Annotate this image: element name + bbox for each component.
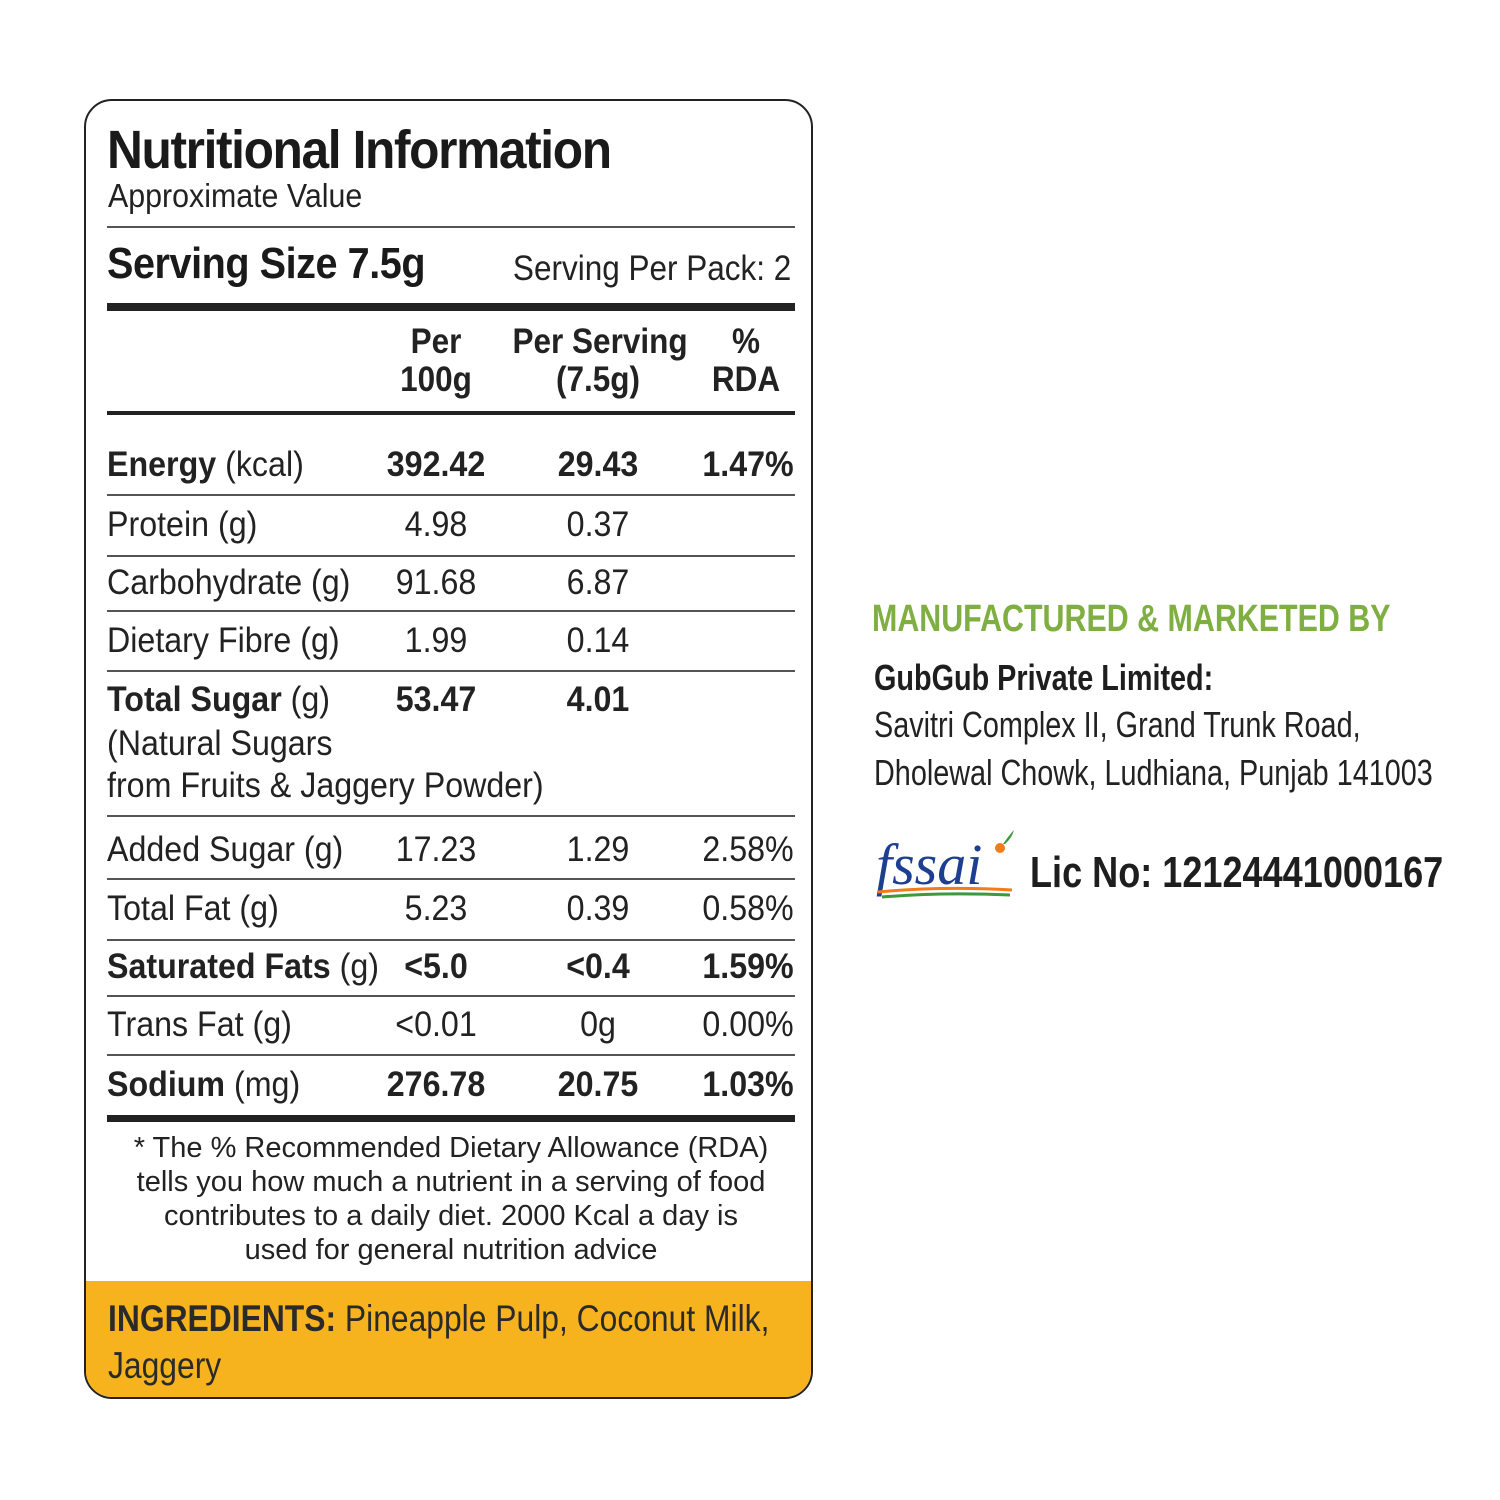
ingredients-line: Powder, Tapioca Starch, Pectin, Salt: [108, 1389, 796, 1397]
per-serving-value: 0.39: [566, 889, 630, 928]
nutrient-name: Sodium (mg): [107, 1065, 301, 1104]
row-divider: [107, 610, 795, 612]
per-serving-value: 6.87: [566, 563, 630, 602]
nutrient-note: from Fruits & Jaggery Powder): [107, 766, 544, 805]
rda-value: 1.47%: [702, 445, 794, 484]
column-header-line: Per: [410, 322, 462, 361]
address-line: Savitri Complex II, Grand Trunk Road,: [874, 704, 1361, 745]
column-header-line: 100g: [400, 360, 472, 399]
serving-per-pack: Serving Per Pack: 2: [512, 249, 791, 288]
per-100g-value: 4.98: [404, 505, 468, 544]
ingredients-band: INGREDIENTS: Pineapple Pulp, Coconut Mil…: [86, 1281, 811, 1397]
row-divider: [107, 494, 795, 496]
row-divider: [107, 995, 795, 997]
row-divider: [107, 815, 795, 817]
rda-value: 0.00%: [702, 1005, 794, 1044]
nutrient-name: Total Sugar (g): [107, 680, 331, 719]
per-100g-value: 5.23: [404, 889, 468, 928]
address-line: Dholewal Chowk, Ludhiana, Punjab 141003: [874, 752, 1433, 793]
row-divider: [107, 555, 795, 557]
nutrient-name: Trans Fat (g): [107, 1005, 292, 1044]
column-header-per-serving: Per Serving (7.5g): [512, 322, 688, 399]
footnote-line: used for general nutrition advice: [244, 1234, 658, 1266]
footnote-line: tells you how much a nutrient in a servi…: [136, 1166, 766, 1198]
divider: [107, 226, 795, 228]
per-serving-value: 1.29: [566, 830, 630, 869]
divider-thick: [107, 411, 795, 415]
per-serving-value: 4.01: [566, 680, 630, 719]
per-100g-value: <0.01: [395, 1005, 477, 1044]
ingredients-label: INGREDIENTS:: [108, 1298, 337, 1339]
nutrient-name: Dietary Fibre (g): [107, 621, 340, 660]
per-100g-value: 276.78: [386, 1065, 486, 1104]
nutrient-name: Protein (g): [107, 505, 258, 544]
column-header-per-100g: Per 100g: [373, 323, 499, 399]
per-serving-value: 0.14: [566, 621, 630, 660]
rda-value: 2.58%: [702, 830, 794, 869]
per-100g-value: 91.68: [395, 563, 477, 602]
row-divider: [107, 939, 795, 941]
column-header-line: %: [731, 322, 761, 361]
license-number: Lic No: 12124441000167: [1030, 848, 1444, 897]
per-100g-value: <5.0: [404, 947, 468, 986]
manufacturer-heading: MANUFACTURED & MARKETED BY: [872, 598, 1391, 640]
rda-value: 1.59%: [702, 947, 794, 986]
column-header-line: (7.5g): [555, 360, 641, 399]
divider-thick: [107, 303, 795, 311]
per-serving-value: 29.43: [557, 445, 639, 484]
per-serving-value: 0.37: [566, 505, 630, 544]
nutrient-name: Added Sugar (g): [107, 830, 344, 869]
per-100g-value: 17.23: [395, 830, 477, 869]
rda-footnote: * The % Recommended Dietary Allowance (R…: [107, 1131, 795, 1267]
per-100g-value: 53.47: [395, 680, 477, 719]
nutrient-note: (Natural Sugars: [107, 724, 333, 763]
footnote-line: * The % Recommended Dietary Allowance (R…: [133, 1132, 769, 1164]
fssai-logo: fssai: [876, 830, 1014, 899]
serving-size: Serving Size 7.5g: [107, 239, 426, 288]
per-serving-value: 20.75: [557, 1065, 639, 1104]
rda-value: 1.03%: [702, 1065, 794, 1104]
svg-text:fssai: fssai: [876, 832, 982, 897]
column-header-line: Per Serving: [512, 322, 688, 361]
nutrient-name: Saturated Fats (g): [107, 947, 379, 986]
rda-value: 0.58%: [702, 889, 794, 928]
company-name: GubGub Private Limited:: [874, 657, 1214, 698]
nutrient-name: Carbohydrate (g): [107, 563, 351, 602]
ingredients-text: Pineapple Pulp, Coconut Milk, Jaggery: [108, 1298, 770, 1386]
per-serving-value: 0g: [580, 1005, 616, 1044]
nutrient-name: Energy (kcal): [107, 445, 304, 484]
per-100g-value: 392.42: [386, 445, 486, 484]
column-header-rda: % RDA: [692, 323, 800, 399]
row-divider: [107, 1054, 795, 1056]
row-divider: [107, 670, 795, 672]
divider-thick: [107, 1115, 795, 1122]
nutrient-name: Total Fat (g): [107, 889, 279, 928]
per-serving-value: <0.4: [566, 947, 630, 986]
panel-title: Nutritional Information: [107, 120, 612, 180]
panel-subtitle: Approximate Value: [108, 177, 363, 214]
row-divider: [107, 878, 795, 880]
per-100g-value: 1.99: [404, 621, 468, 660]
nutrition-panel: Nutritional Information Approximate Valu…: [84, 99, 813, 1399]
ingredients-line: INGREDIENTS: Pineapple Pulp, Coconut Mil…: [108, 1295, 796, 1389]
footnote-line: contributes to a daily diet. 2000 Kcal a…: [164, 1200, 738, 1232]
column-header-line: RDA: [711, 360, 781, 399]
